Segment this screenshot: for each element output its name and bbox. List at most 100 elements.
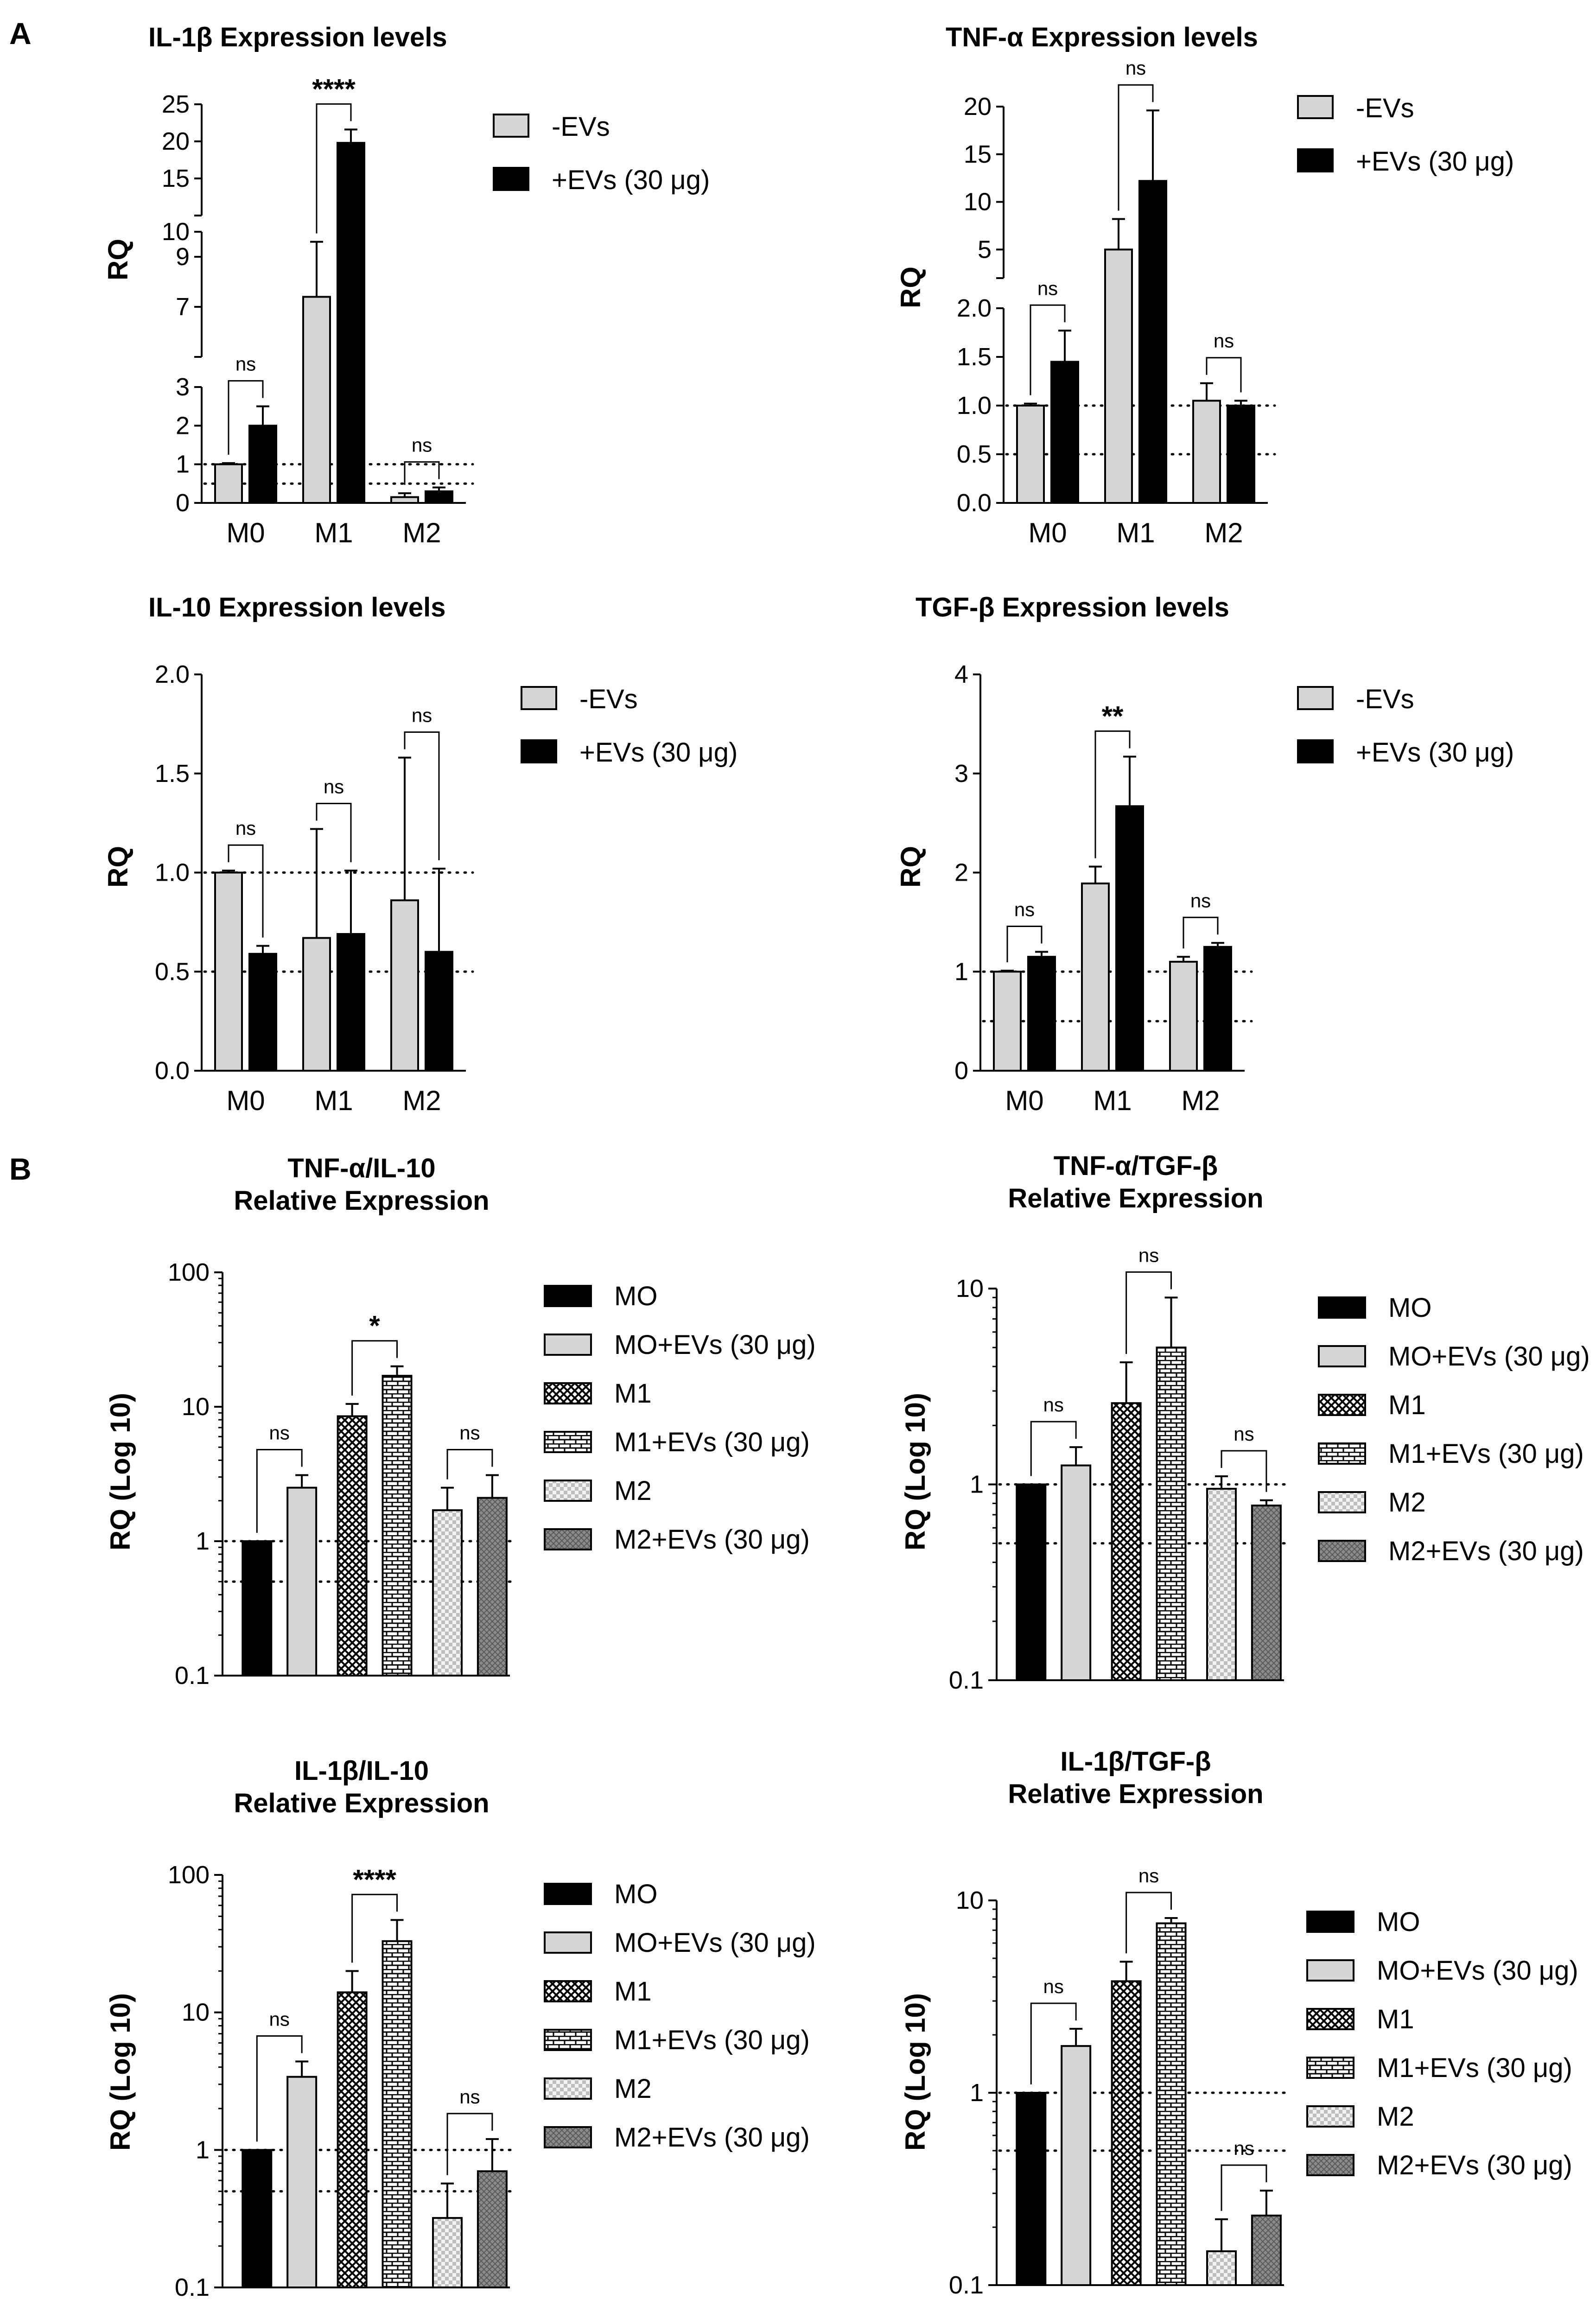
y-tick-label: 10 bbox=[182, 1999, 210, 2026]
legend-swatch-group-1 bbox=[1318, 1345, 1366, 1367]
significance-label: ns bbox=[269, 2008, 290, 2030]
bar-group-5 bbox=[1251, 2214, 1282, 2286]
y-tick-label: 2 bbox=[176, 412, 190, 439]
bar-minus-evs bbox=[993, 971, 1022, 1072]
legend-label: MO bbox=[1388, 1293, 1431, 1323]
significance-label: ns bbox=[459, 1422, 480, 1444]
y-tick-label: 0.1 bbox=[949, 2271, 984, 2299]
legend-label: M1+EVs (30 μg) bbox=[614, 2025, 810, 2055]
y-tick-label: 0.1 bbox=[949, 1666, 984, 1694]
x-tick-label: M0 bbox=[226, 517, 265, 548]
legend-swatch-group-3 bbox=[1318, 1442, 1366, 1465]
significance-bracket bbox=[316, 802, 352, 863]
legend-label: M2 bbox=[1377, 2102, 1414, 2132]
significance-bracket bbox=[404, 461, 440, 485]
y-tick-label: 0.0 bbox=[155, 1057, 190, 1085]
legend-swatch-plus-evs bbox=[521, 739, 557, 763]
y-tick-label: 15 bbox=[964, 140, 992, 168]
legend-swatch-group-3 bbox=[1306, 2057, 1354, 2079]
legend-label: -EVs bbox=[579, 684, 638, 714]
legend-swatch-group-2 bbox=[1318, 1394, 1366, 1416]
chart-title: IL-1β/IL-10 bbox=[294, 1756, 429, 1786]
legend-swatch-group-0 bbox=[544, 1285, 592, 1307]
legend-label: M2+EVs (30 μg) bbox=[1388, 1536, 1584, 1566]
bar-plus-evs bbox=[337, 933, 365, 1072]
significance-bracket bbox=[228, 380, 264, 455]
y-axis-label: RQ (Log 10) bbox=[900, 1393, 931, 1550]
x-tick-label: M2 bbox=[402, 517, 441, 548]
y-tick-label: 1 bbox=[196, 2136, 210, 2164]
y-tick-label: 10 bbox=[956, 1886, 984, 1914]
significance-label: ns bbox=[1043, 1394, 1064, 1416]
y-tick-label: 0.1 bbox=[175, 1662, 210, 1690]
y-tick-label: 0 bbox=[176, 489, 190, 517]
bar-minus-evs bbox=[390, 496, 419, 504]
significance-label: ns bbox=[235, 817, 256, 839]
bar-minus-evs bbox=[214, 463, 243, 504]
legend-label: M1+EVs (30 μg) bbox=[1388, 1439, 1584, 1469]
y-tick-label: 2.0 bbox=[957, 294, 992, 322]
legend-label: M1+EVs (30 μg) bbox=[614, 1427, 810, 1457]
legend-label: -EVs bbox=[1356, 93, 1414, 123]
bar-minus-evs bbox=[302, 937, 331, 1072]
significance-label: ns bbox=[1234, 2137, 1254, 2159]
legend-label: M1+EVs (30 μg) bbox=[1377, 2053, 1572, 2083]
bar-plus-evs bbox=[1138, 180, 1167, 504]
bar-minus-evs bbox=[1169, 960, 1198, 1072]
bar-group-3 bbox=[382, 1375, 413, 1677]
significance-label: ns bbox=[1014, 899, 1035, 921]
chart-title: Relative Expression bbox=[1008, 1183, 1263, 1213]
y-tick-label: 10 bbox=[182, 1393, 210, 1421]
legend-swatch-group-5 bbox=[1306, 2154, 1354, 2176]
chart-title: IL-10 Expression levels bbox=[148, 592, 446, 622]
significance-label: ns bbox=[1125, 57, 1146, 79]
significance-bracket bbox=[1125, 1892, 1172, 1954]
bar-minus-evs bbox=[390, 899, 419, 1072]
y-tick-label: 1.5 bbox=[957, 343, 992, 371]
significance-bracket bbox=[1006, 926, 1043, 963]
y-tick-label: 1.5 bbox=[155, 760, 190, 788]
significance-label: * bbox=[369, 1310, 380, 1341]
bar-plus-evs bbox=[1203, 946, 1232, 1072]
significance-label: ns bbox=[269, 1422, 290, 1444]
y-axis-label: RQ bbox=[102, 846, 134, 888]
significance-label: ns bbox=[1190, 889, 1211, 911]
legend-swatch-group-2 bbox=[544, 1382, 592, 1404]
significance-bracket bbox=[1094, 730, 1131, 858]
legend-label: MO+EVs (30 μg) bbox=[1388, 1341, 1590, 1372]
legend-swatch-group-5 bbox=[1318, 1540, 1366, 1562]
y-tick-label: 100 bbox=[168, 1258, 210, 1286]
legend-swatch-group-4 bbox=[1306, 2105, 1354, 2128]
bar-group-4 bbox=[1206, 2250, 1237, 2287]
x-tick-label: M1 bbox=[314, 517, 353, 548]
bar-plus-evs bbox=[337, 142, 365, 504]
legend-swatch-group-4 bbox=[1318, 1491, 1366, 1513]
y-axis-label: RQ (Log 10) bbox=[105, 1993, 136, 2151]
legend-swatch-group-2 bbox=[544, 1980, 592, 2002]
significance-bracket bbox=[1118, 84, 1154, 211]
y-tick-label: 15 bbox=[162, 165, 190, 192]
bar-group-1 bbox=[286, 1486, 318, 1677]
chart-title: TNF-α Expression levels bbox=[946, 22, 1258, 52]
bar-group-2 bbox=[1111, 1980, 1142, 2286]
significance-bracket bbox=[1221, 2164, 1267, 2211]
y-tick-label: 9 bbox=[176, 243, 190, 271]
bar-group-5 bbox=[1251, 1505, 1282, 1682]
x-tick-label: M0 bbox=[1005, 1085, 1043, 1116]
significance-bracket bbox=[228, 844, 264, 938]
y-tick-label: 5 bbox=[978, 235, 992, 263]
x-tick-label: M1 bbox=[1093, 1085, 1132, 1116]
chart-il10: IL-10 Expression levels RQ 0.0 0.5 1.0 1.5 2.0… bbox=[102, 592, 738, 1116]
bar-group-0 bbox=[242, 2149, 273, 2289]
significance-label: ns bbox=[235, 353, 256, 375]
significance-label: ns bbox=[412, 705, 432, 726]
bar-minus-evs bbox=[1016, 405, 1045, 504]
significance-label: ns bbox=[324, 775, 344, 797]
bar-group-0 bbox=[1016, 1483, 1047, 1681]
y-tick-label: 10 bbox=[162, 218, 190, 246]
chart-title: Relative Expression bbox=[234, 1186, 489, 1216]
panel-label-a: A bbox=[9, 16, 32, 51]
x-tick-label: M1 bbox=[314, 1085, 353, 1116]
panel-label-b: B bbox=[9, 1152, 32, 1186]
